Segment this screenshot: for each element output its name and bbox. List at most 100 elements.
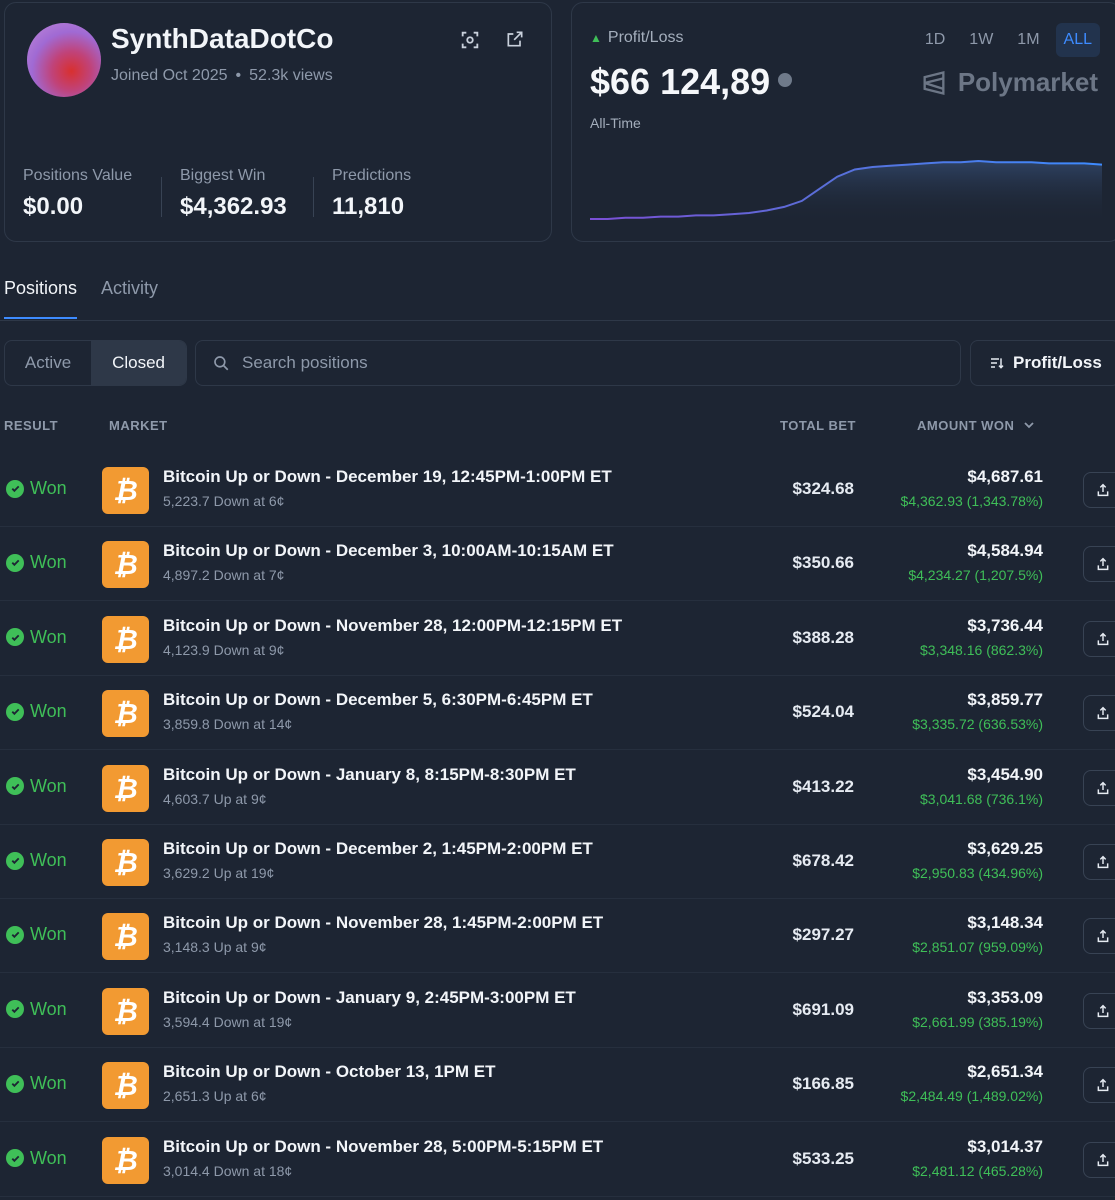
search-input[interactable] [242,353,922,373]
meta-separator: • [235,67,242,84]
header-total-bet[interactable]: TOTAL BET [780,418,856,433]
table-row[interactable]: Won ₿ Bitcoin Up or Down - October 13, 1PM… [0,1048,1115,1123]
profit-gain: $2,481.12 (465.28%) [912,1162,1043,1179]
market-title[interactable]: Bitcoin Up or Down - December 3, 10:00AM… [163,541,614,561]
check-circle-icon [6,1149,24,1168]
table-row[interactable]: Won ₿ Bitcoin Up or Down - November 28, 12… [0,602,1115,676]
share-button[interactable] [1083,844,1115,880]
share-button[interactable] [1083,992,1115,1029]
share-button[interactable] [1083,1067,1115,1104]
share-icon [1097,1153,1109,1166]
amount-won: $3,629.25 [967,839,1043,858]
bitcoin-icon: ₿ [102,615,149,663]
header-amount-won[interactable]: AMOUNT WON [917,418,1035,433]
tab-activity[interactable]: Activity [101,278,159,298]
share-button[interactable] [1083,1141,1115,1178]
market-title[interactable]: Bitcoin Up or Down - November 28, 5:00PM… [163,1136,604,1156]
market-position: 4,123.9 Down at 9¢ [163,641,285,658]
result-badge: Won [6,850,67,871]
segment-active[interactable]: Active [24,353,72,372]
share-icon [1097,558,1109,571]
market-title[interactable]: Bitcoin Up or Down - November 28, 1:45PM… [163,913,604,933]
profit-gain: $2,950.83 (434.96%) [912,865,1043,881]
scan-icon[interactable] [459,29,483,53]
profit-gain: $2,661.99 (385.19%) [912,1013,1043,1030]
market-title[interactable]: Bitcoin Up or Down - December 19, 12:45P… [163,467,612,486]
amount-won: $3,454.90 [967,764,1043,784]
share-icon [1097,1078,1109,1092]
share-button[interactable] [1083,769,1115,806]
table-row[interactable]: Won ₿ Bitcoin Up or Down - December 19, 12… [0,453,1115,527]
market-title[interactable]: Bitcoin Up or Down - January 9, 2:45PM-3… [163,987,576,1007]
bitcoin-icon: ₿ [102,839,149,886]
status-segment: Active Closed [4,340,187,386]
share-icon [1097,483,1109,497]
stat-value: $0.00 [23,193,84,220]
market-title[interactable]: Bitcoin Up or Down - January 8, 8:15PM-8… [163,764,576,784]
market-position: 3,629.2 Up at 19¢ [163,865,275,881]
info-icon[interactable] [778,73,793,88]
share-button[interactable] [1083,620,1115,657]
username: SynthDataDotCo [111,23,334,54]
profile-meta: Joined Oct 2025 • 52.3k views [111,67,333,85]
pnl-label: ▲ Profit/Loss [590,29,683,47]
total-bet: $678.42 [792,851,854,870]
range-tab-all[interactable]: ALL [1055,23,1100,57]
share-button[interactable] [1083,695,1115,732]
check-circle-icon [6,702,24,721]
market-position: 2,651.3 Up at 6¢ [163,1088,267,1105]
check-circle-icon [6,553,24,572]
market-title[interactable]: Bitcoin Up or Down - November 28, 12:00P… [163,615,623,635]
stat-divider [161,177,162,217]
table-row[interactable]: Won ₿ Bitcoin Up or Down - November 28, 1:… [0,899,1115,974]
header-market: MARKET [109,418,168,433]
avatar[interactable] [27,23,101,97]
result-badge: Won [6,701,67,722]
result-label: Won [30,775,67,796]
header-amount-won-label: AMOUNT WON [917,418,1015,433]
bitcoin-icon: ₿ [102,690,149,738]
market-position: 5,223.7 Down at 6¢ [163,493,285,509]
range-tab-1d[interactable]: 1D [924,31,946,48]
market-position: 3,014.4 Down at 18¢ [163,1162,293,1179]
share-button[interactable] [1083,546,1115,583]
pnl-label-text: Profit/Loss [607,29,684,46]
amount-won: $3,736.44 [967,615,1043,635]
table-row[interactable]: Won ₿ Bitcoin Up or Down - November 28, 5:… [0,1123,1115,1197]
table-row[interactable]: Won ₿ Bitcoin Up or Down - January 9, 2:45… [0,974,1115,1048]
profit-gain: $2,484.49 (1,489.02%) [900,1088,1043,1105]
polymarket-logo: Polymarket [920,67,1098,98]
external-link-icon[interactable] [505,29,529,53]
segment-closed[interactable]: Closed [91,341,186,385]
up-triangle-icon: ▲ [590,31,602,45]
market-title[interactable]: Bitcoin Up or Down - December 2, 1:45PM-… [163,839,593,858]
table-row[interactable]: Won ₿ Bitcoin Up or Down - December 5, 6:3… [0,676,1115,751]
total-bet: $388.28 [792,627,854,647]
range-tab-1w[interactable]: 1W [969,31,994,48]
tab-positions[interactable]: Positions [4,278,78,319]
bitcoin-icon: ₿ [102,913,149,961]
check-circle-icon [6,1074,24,1093]
result-label: Won [30,998,67,1019]
result-label: Won [30,626,67,647]
stat-predictions: Predictions 11,810 [332,167,411,221]
range-tab-1m[interactable]: 1M [1017,31,1040,48]
total-bet: $297.27 [792,925,854,945]
amount-won: $3,353.09 [967,987,1043,1007]
table-row[interactable]: Won ₿ Bitcoin Up or Down - December 3, 10:… [0,527,1115,602]
pnl-period: All-Time [590,115,641,131]
market-title[interactable]: Bitcoin Up or Down - December 5, 6:30PM-… [163,690,593,710]
amount-won: $3,859.77 [967,690,1043,710]
table-row[interactable]: Won ₿ Bitcoin Up or Down - January 8, 8:15… [0,751,1115,825]
market-title[interactable]: Bitcoin Up or Down - October 13, 1PM ET [163,1062,496,1082]
table-row[interactable]: Won ₿ Bitcoin Up or Down - December 2, 1:4… [0,825,1115,899]
share-button[interactable] [1083,472,1115,508]
sort-button[interactable]: Profit/Loss [970,340,1115,386]
market-position: 4,897.2 Down at 7¢ [163,567,285,584]
share-button[interactable] [1083,918,1115,955]
stat-positions-value: Positions Value $0.00 [23,167,132,221]
view-count: 52.3k views [249,67,333,84]
profit-gain: $2,851.07 (959.09%) [912,939,1043,956]
header-result: RESULT [4,418,59,433]
range-tabs: 1D 1W 1M ALL [917,23,1100,57]
